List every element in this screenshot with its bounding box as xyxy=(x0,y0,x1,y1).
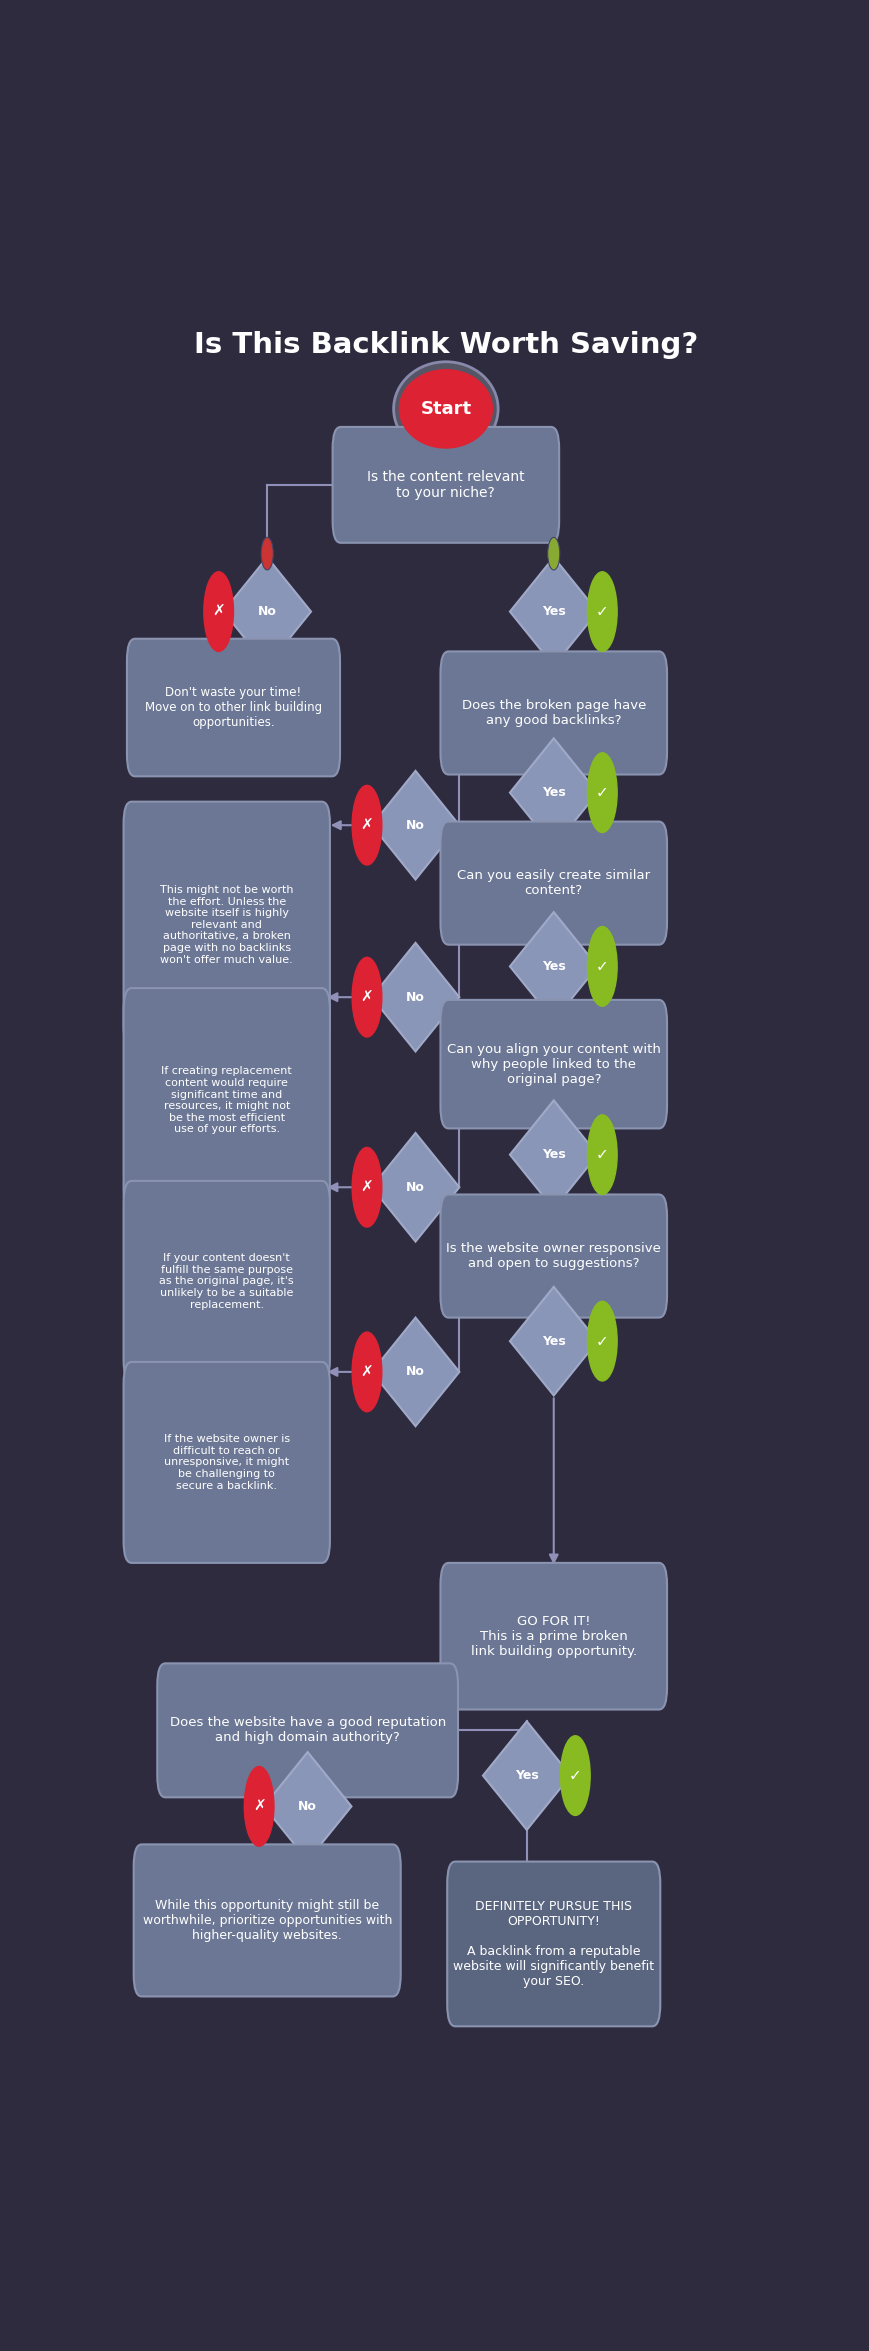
Text: Start: Start xyxy=(420,400,471,418)
FancyBboxPatch shape xyxy=(447,1862,660,2027)
FancyBboxPatch shape xyxy=(123,1361,329,1563)
Circle shape xyxy=(352,957,381,1037)
FancyBboxPatch shape xyxy=(440,651,667,773)
Text: Does the website have a good reputation
and high domain authority?: Does the website have a good reputation … xyxy=(169,1716,445,1744)
Circle shape xyxy=(352,1147,381,1227)
FancyBboxPatch shape xyxy=(123,987,329,1213)
Text: Yes: Yes xyxy=(541,1335,565,1347)
Text: ✓: ✓ xyxy=(595,1333,608,1349)
Text: While this opportunity might still be
worthwhile, prioritize opportunities with
: While this opportunity might still be wo… xyxy=(143,1900,391,1942)
FancyBboxPatch shape xyxy=(332,428,559,543)
FancyBboxPatch shape xyxy=(157,1665,457,1796)
Ellipse shape xyxy=(398,369,493,449)
FancyBboxPatch shape xyxy=(127,639,340,776)
Text: Yes: Yes xyxy=(541,604,565,618)
Text: ✗: ✗ xyxy=(360,1180,373,1194)
Polygon shape xyxy=(223,557,311,665)
Polygon shape xyxy=(509,912,597,1020)
FancyBboxPatch shape xyxy=(440,820,667,945)
Text: ✓: ✓ xyxy=(595,959,608,973)
Text: If your content doesn't
fulfill the same purpose
as the original page, it's
unli: If your content doesn't fulfill the same… xyxy=(159,1253,294,1310)
Text: If creating replacement
content would require
significant time and
resources, it: If creating replacement content would re… xyxy=(161,1067,292,1136)
Text: ✗: ✗ xyxy=(252,1799,265,1815)
Circle shape xyxy=(587,926,616,1006)
Ellipse shape xyxy=(393,362,498,456)
Circle shape xyxy=(587,571,616,651)
Circle shape xyxy=(261,538,273,569)
FancyBboxPatch shape xyxy=(440,1563,667,1709)
Text: Is the content relevant
to your niche?: Is the content relevant to your niche? xyxy=(367,470,524,501)
Text: ✗: ✗ xyxy=(360,1364,373,1380)
Text: ✓: ✓ xyxy=(595,604,608,618)
Circle shape xyxy=(352,785,381,865)
FancyBboxPatch shape xyxy=(123,802,329,1049)
Circle shape xyxy=(352,1333,381,1411)
Text: Yes: Yes xyxy=(514,1768,538,1782)
Text: No: No xyxy=(257,604,276,618)
Text: Is the website owner responsive
and open to suggestions?: Is the website owner responsive and open… xyxy=(446,1241,660,1270)
Text: Yes: Yes xyxy=(541,959,565,973)
FancyBboxPatch shape xyxy=(440,1194,667,1317)
Polygon shape xyxy=(509,1286,597,1396)
Text: No: No xyxy=(298,1801,316,1813)
Polygon shape xyxy=(509,557,597,665)
Polygon shape xyxy=(371,943,459,1051)
FancyBboxPatch shape xyxy=(123,1180,329,1382)
FancyBboxPatch shape xyxy=(134,1846,401,1996)
Text: If the website owner is
difficult to reach or
unresponsive, it might
be challeng: If the website owner is difficult to rea… xyxy=(163,1434,289,1491)
Circle shape xyxy=(587,752,616,832)
Polygon shape xyxy=(437,421,454,456)
Text: Can you easily create similar
content?: Can you easily create similar content? xyxy=(457,870,649,898)
Text: ✗: ✗ xyxy=(360,818,373,832)
FancyBboxPatch shape xyxy=(440,999,667,1128)
Text: Does the broken page have
any good backlinks?: Does the broken page have any good backl… xyxy=(461,698,645,726)
Polygon shape xyxy=(509,738,597,846)
Text: DEFINITELY PURSUE THIS
OPPORTUNITY!

A backlink from a reputable
website will si: DEFINITELY PURSUE THIS OPPORTUNITY! A ba… xyxy=(453,1900,653,1989)
Text: ✗: ✗ xyxy=(360,990,373,1004)
Text: No: No xyxy=(406,1180,424,1194)
Text: This might not be worth
the effort. Unless the
website itself is highly
relevant: This might not be worth the effort. Unle… xyxy=(160,884,293,964)
Text: ✓: ✓ xyxy=(595,1147,608,1161)
Text: Yes: Yes xyxy=(541,785,565,799)
Text: GO FOR IT!
This is a prime broken
link building opportunity.: GO FOR IT! This is a prime broken link b… xyxy=(470,1615,636,1657)
Circle shape xyxy=(560,1735,589,1815)
Text: Is This Backlink Worth Saving?: Is This Backlink Worth Saving? xyxy=(194,331,697,360)
Polygon shape xyxy=(371,1133,459,1241)
Text: Can you align your content with
why people linked to the
original page?: Can you align your content with why peop… xyxy=(447,1041,660,1086)
Text: No: No xyxy=(406,990,424,1004)
Text: Don't waste your time!
Move on to other link building
opportunities.: Don't waste your time! Move on to other … xyxy=(145,686,322,729)
Text: No: No xyxy=(406,1366,424,1378)
Text: Yes: Yes xyxy=(541,1147,565,1161)
Text: ✓: ✓ xyxy=(568,1768,581,1782)
Circle shape xyxy=(587,1302,616,1380)
Text: ✓: ✓ xyxy=(595,785,608,799)
Polygon shape xyxy=(509,1100,597,1208)
Polygon shape xyxy=(482,1721,570,1829)
Circle shape xyxy=(547,538,559,569)
Polygon shape xyxy=(434,360,457,400)
Text: No: No xyxy=(406,818,424,832)
Polygon shape xyxy=(371,1317,459,1427)
Text: ✗: ✗ xyxy=(212,604,225,618)
Circle shape xyxy=(203,571,233,651)
Circle shape xyxy=(244,1766,274,1846)
Circle shape xyxy=(587,1114,616,1194)
Polygon shape xyxy=(263,1751,351,1860)
Polygon shape xyxy=(371,771,459,879)
